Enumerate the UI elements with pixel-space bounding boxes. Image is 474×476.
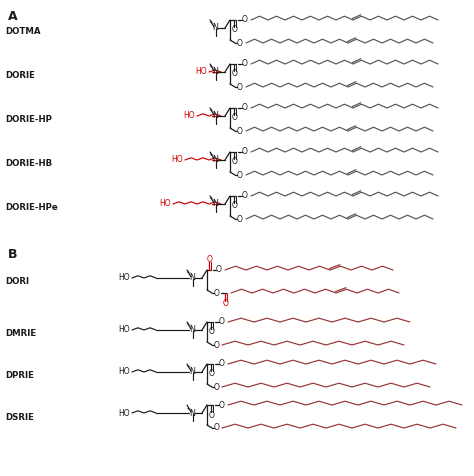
Text: DORIE-HP: DORIE-HP (5, 116, 52, 125)
Text: N: N (189, 367, 195, 377)
Text: N: N (189, 274, 195, 282)
Text: O: O (207, 255, 213, 264)
Text: O: O (242, 60, 248, 69)
Text: O: O (209, 369, 215, 378)
Text: HO: HO (159, 199, 171, 208)
Text: DSRIE: DSRIE (5, 413, 34, 422)
Text: O: O (232, 201, 238, 210)
Text: HO: HO (171, 156, 182, 165)
Text: O: O (223, 299, 229, 308)
Text: N: N (189, 326, 195, 335)
Text: O: O (232, 158, 238, 167)
Text: N: N (212, 199, 218, 208)
Text: HO: HO (118, 367, 129, 377)
Text: HO: HO (118, 274, 129, 282)
Text: O: O (242, 148, 248, 157)
Text: DORI: DORI (5, 278, 29, 287)
Text: B: B (8, 248, 18, 261)
Text: +: + (209, 197, 214, 201)
Text: DORIE-HB: DORIE-HB (5, 159, 52, 169)
Text: A: A (8, 10, 18, 23)
Text: O: O (232, 69, 238, 79)
Text: O: O (219, 359, 225, 368)
Text: DOTMA: DOTMA (5, 28, 40, 37)
Text: O: O (237, 82, 243, 91)
Text: +: + (185, 406, 191, 410)
Text: +: + (209, 109, 214, 113)
Text: +: + (185, 365, 191, 369)
Text: HO: HO (118, 408, 129, 417)
Text: DORIE-HPe: DORIE-HPe (5, 204, 58, 212)
Text: O: O (214, 288, 220, 298)
Text: N: N (212, 68, 218, 77)
Text: DORIE: DORIE (5, 71, 35, 80)
Text: O: O (219, 317, 225, 327)
Text: N: N (189, 408, 195, 417)
Text: O: O (242, 103, 248, 112)
Text: N: N (212, 23, 218, 32)
Text: O: O (209, 327, 215, 337)
Text: O: O (237, 170, 243, 179)
Text: O: O (209, 410, 215, 419)
Text: O: O (237, 215, 243, 224)
Text: O: O (242, 191, 248, 200)
Text: O: O (216, 266, 222, 275)
Text: O: O (242, 16, 248, 24)
Text: N: N (212, 111, 218, 120)
Text: O: O (232, 26, 238, 34)
Text: DMRIE: DMRIE (5, 329, 36, 338)
Text: DPRIE: DPRIE (5, 371, 34, 380)
Text: O: O (214, 383, 220, 391)
Text: +: + (209, 65, 214, 69)
Text: +: + (209, 152, 214, 158)
Text: +: + (209, 20, 214, 26)
Text: +: + (185, 323, 191, 327)
Text: O: O (237, 127, 243, 136)
Text: HO: HO (183, 111, 195, 120)
Text: +: + (185, 270, 191, 276)
Text: HO: HO (195, 68, 207, 77)
Text: O: O (214, 340, 220, 349)
Text: O: O (237, 39, 243, 48)
Text: HO: HO (118, 326, 129, 335)
Text: O: O (232, 113, 238, 122)
Text: O: O (219, 400, 225, 409)
Text: N: N (212, 156, 218, 165)
Text: O: O (214, 424, 220, 433)
